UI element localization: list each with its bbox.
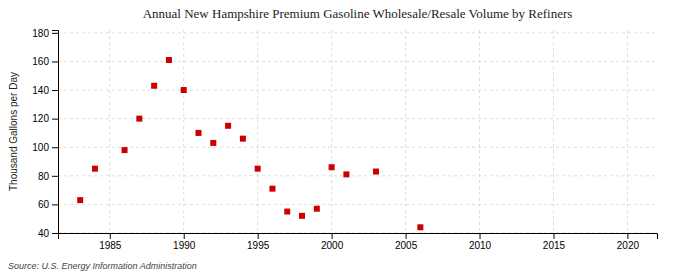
- grid-line-x: [553, 30, 554, 233]
- point: [299, 213, 305, 219]
- y-tick-mark: [52, 61, 58, 62]
- grid-line-x: [109, 30, 110, 233]
- y-tick: 120: [32, 113, 58, 124]
- point: [269, 186, 275, 192]
- x-tick-mark: [184, 233, 185, 239]
- point: [329, 164, 335, 170]
- point: [196, 130, 202, 136]
- x-tick-mark: [258, 233, 259, 239]
- y-tick-label: 80: [38, 171, 50, 182]
- chart: 1985 1990 1995 2000 2005 2010 2015 2020 40 60 80 10…: [0, 0, 675, 275]
- y-tick: 80: [38, 171, 58, 182]
- point: [181, 87, 187, 93]
- point: [240, 136, 246, 142]
- y-tick: 180: [32, 28, 58, 39]
- point: [417, 224, 423, 230]
- y-tick-label: 160: [32, 56, 49, 67]
- point: [255, 166, 261, 172]
- x-axis: 1985 1990 1995 2000 2005 2010 2015 2020: [59, 233, 658, 251]
- title: Annual New Hampshire Premium Gasoline Wh…: [143, 6, 573, 21]
- x-tick-label: 1985: [99, 240, 122, 251]
- y-tick-label: 140: [32, 85, 49, 96]
- grid-line-y: [58, 90, 657, 91]
- y-axis-label: Thousand Gallons per Day: [8, 72, 19, 191]
- grid-line-x: [331, 30, 332, 233]
- y-tick-label: 180: [32, 28, 49, 39]
- y-tick-mark: [52, 90, 58, 91]
- x-tick-mark: [332, 233, 333, 239]
- x-tick-label: 2015: [543, 240, 566, 251]
- x-tick: 1985: [99, 233, 122, 251]
- grid-line-x: [183, 30, 184, 233]
- y-tick: 140: [32, 85, 58, 96]
- point: [284, 209, 290, 215]
- plot: 1985 1990 1995 2000 2005 2010 2015 2020 40 60 80 10…: [32, 28, 657, 252]
- source-note: Source: U.S. Energy Information Administ…: [8, 261, 197, 271]
- x-tick: 1990: [173, 233, 196, 251]
- x-tick-label: 2000: [321, 240, 344, 251]
- point: [122, 147, 128, 153]
- x-tick-mark: [406, 233, 407, 239]
- point: [77, 197, 83, 203]
- y-tick-mark: [52, 204, 58, 205]
- x-tick-mark: [480, 233, 481, 239]
- y-axis: 40 60 80 100 120 140 160 180: [32, 28, 58, 239]
- point: [343, 171, 349, 177]
- point: [166, 57, 172, 63]
- x-tick: 2005: [395, 233, 418, 251]
- y-tick-mark: [52, 33, 58, 34]
- y-tick-label: 40: [38, 228, 50, 239]
- grid-line-x: [405, 30, 406, 233]
- y-tick-mark: [52, 176, 58, 177]
- points: [77, 57, 423, 230]
- grid-line-y: [58, 147, 657, 148]
- grid-line-y: [58, 175, 657, 176]
- y-axis-line: [52, 31, 59, 234]
- y-tick-mark: [52, 147, 58, 148]
- point: [225, 123, 231, 129]
- x-tick-label: 1995: [247, 240, 270, 251]
- point: [210, 140, 216, 146]
- y-tick-mark: [52, 119, 58, 120]
- grid-line-x: [257, 30, 258, 233]
- x-tick: 1995: [247, 233, 270, 251]
- x-tick: 2015: [543, 233, 566, 251]
- x-tick: 2000: [321, 233, 344, 251]
- x-tick-mark: [553, 233, 554, 239]
- grid-line-y: [58, 61, 657, 62]
- y-tick-mark: [52, 233, 58, 234]
- y-tick-label: 60: [38, 199, 50, 210]
- y-tick-label: 100: [32, 142, 49, 153]
- grid-line-y: [58, 32, 657, 33]
- x-tick-mark: [627, 233, 628, 239]
- y-tick: 100: [32, 142, 58, 153]
- x-tick-label: 2005: [395, 240, 418, 251]
- y-tick: 60: [38, 199, 58, 210]
- y-tick: 40: [38, 228, 58, 239]
- y-tick-label: 120: [32, 113, 49, 124]
- x-tick-mark: [110, 233, 111, 239]
- point: [314, 206, 320, 212]
- grid-line-y: [58, 118, 657, 119]
- point: [373, 169, 379, 175]
- x-tick-label: 2020: [617, 240, 640, 251]
- x-tick: 2010: [469, 233, 492, 251]
- x-axis-line: [59, 234, 658, 240]
- point: [151, 83, 157, 89]
- y-tick: 160: [32, 56, 58, 67]
- grid-line-x: [627, 30, 628, 233]
- point: [92, 166, 98, 172]
- x-tick-label: 1990: [173, 240, 196, 251]
- grid: [58, 30, 657, 233]
- x-tick-label: 2010: [469, 240, 492, 251]
- point: [136, 116, 142, 122]
- grid-line-y: [58, 204, 657, 205]
- x-tick: 2020: [617, 233, 640, 251]
- grid-line-x: [479, 30, 480, 233]
